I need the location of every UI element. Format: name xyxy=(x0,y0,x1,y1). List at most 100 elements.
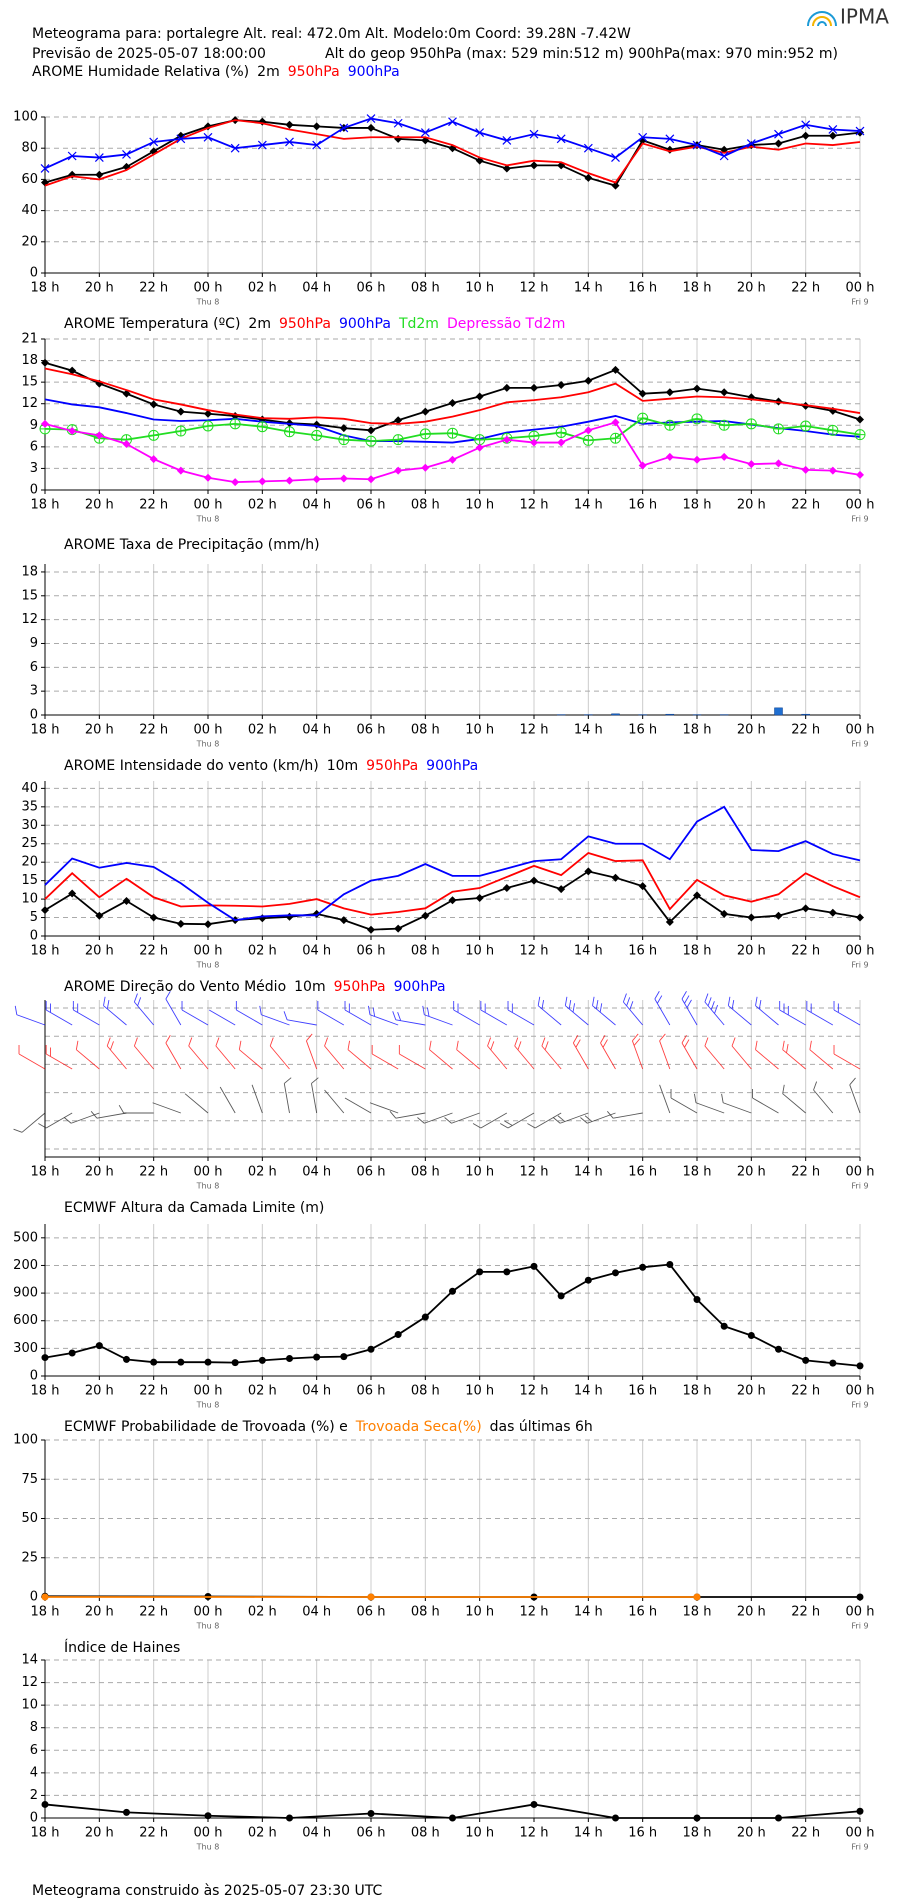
y-tick-label: 20 xyxy=(21,855,38,870)
x-tick-label: 04 h xyxy=(302,944,331,959)
wind-barb xyxy=(305,1033,318,1070)
x-tick-label: 18 h xyxy=(31,1165,60,1180)
chart-title: ECMWF Probabilidade de Trovoada (%) e Tro… xyxy=(64,1419,593,1435)
x-tick-label: 22 h xyxy=(139,1605,168,1620)
y-tick-label: 6 xyxy=(30,660,38,675)
y-tick-label: 15 xyxy=(21,588,38,603)
marker xyxy=(367,475,375,484)
marker xyxy=(284,426,296,438)
x-tick-label: 02 h xyxy=(248,944,277,959)
legend-entry: 900hPa xyxy=(348,64,400,80)
marker xyxy=(774,459,783,468)
marker xyxy=(746,139,756,148)
wind-barb xyxy=(552,1112,589,1124)
title-text: AROME Intensidade do vento (km/h) xyxy=(64,758,319,774)
x-tick-label: 02 h xyxy=(248,723,277,738)
day-label: Fri 9 xyxy=(851,298,868,307)
y-tick-label: 15 xyxy=(21,873,38,888)
marker xyxy=(800,420,812,432)
x-tick-label: 14 h xyxy=(574,281,603,296)
series-line xyxy=(44,119,861,187)
x-tick-label: 20 h xyxy=(85,1605,114,1620)
x-tick-label: 12 h xyxy=(520,281,549,296)
x-tick-label: 10 h xyxy=(465,1384,494,1399)
wind-barb xyxy=(721,1093,752,1114)
x-tick-label: 22 h xyxy=(139,498,168,513)
logo: IPMA xyxy=(840,5,889,29)
wind-barb xyxy=(833,1045,861,1070)
marker xyxy=(802,1356,810,1364)
marker xyxy=(68,366,77,375)
x-tick-label: 00 h xyxy=(846,1165,875,1180)
marker xyxy=(204,920,212,929)
x-tick-label: 18 h xyxy=(683,944,712,959)
wind-barb xyxy=(541,1037,562,1070)
wind-barb xyxy=(106,1037,127,1070)
x-tick-label: 16 h xyxy=(628,1384,657,1399)
y-tick-label: 2 xyxy=(30,1788,38,1803)
y-tick-label: 75 xyxy=(21,1472,38,1487)
marker xyxy=(150,1358,158,1366)
wind-barb xyxy=(564,996,589,1026)
marker xyxy=(285,476,294,485)
marker xyxy=(312,122,321,131)
x-tick-label: 00 h xyxy=(846,1605,875,1620)
marker xyxy=(176,466,185,475)
marker xyxy=(611,365,620,374)
marker xyxy=(801,131,810,140)
marker xyxy=(639,1263,647,1271)
wind-barb xyxy=(472,1112,508,1129)
day-label: Thu 8 xyxy=(196,298,220,307)
marker xyxy=(448,398,457,407)
wind-barb xyxy=(592,996,616,1026)
wind-barb xyxy=(429,1040,453,1070)
marker xyxy=(421,407,430,416)
marker xyxy=(502,435,511,444)
marker xyxy=(122,439,131,448)
marker xyxy=(502,164,511,173)
wind-barb xyxy=(75,1040,100,1070)
x-tick-label: 06 h xyxy=(357,944,386,959)
marker xyxy=(856,470,864,479)
wind-barb xyxy=(208,1009,236,1026)
marker xyxy=(40,164,50,173)
marker xyxy=(149,137,159,147)
wind-barb xyxy=(283,1077,292,1114)
legend-entry: Td2m xyxy=(398,316,439,332)
x-tick-label: 20 h xyxy=(737,1826,766,1841)
x-tick-label: 00 h xyxy=(194,944,223,959)
marker xyxy=(720,1322,728,1330)
title-text: Índice de Haines xyxy=(64,1639,180,1656)
x-tick-label: 22 h xyxy=(139,1384,168,1399)
x-tick-label: 16 h xyxy=(628,1826,657,1841)
marker xyxy=(612,1814,619,1822)
day-label: Thu 8 xyxy=(196,740,220,749)
wind-barb xyxy=(392,1011,426,1026)
marker xyxy=(41,1800,49,1808)
y-tick-label: 0 xyxy=(30,708,38,723)
day-label: Thu 8 xyxy=(196,1401,220,1410)
x-tick-label: 16 h xyxy=(628,1165,657,1180)
series-line xyxy=(44,1263,861,1367)
marker xyxy=(229,418,241,430)
y-tick-label: 3 xyxy=(30,684,38,699)
wind-barb xyxy=(659,1033,671,1070)
marker xyxy=(421,463,430,472)
wind-barb xyxy=(417,1112,453,1124)
x-tick-label: 22 h xyxy=(791,1384,820,1399)
day-label: Thu 8 xyxy=(196,1843,220,1852)
x-tick-label: 22 h xyxy=(791,1605,820,1620)
x-tick-label: 20 h xyxy=(737,944,766,959)
x-tick-label: 08 h xyxy=(411,1826,440,1841)
x-tick-label: 10 h xyxy=(465,498,494,513)
marker xyxy=(611,873,620,882)
wind-barb xyxy=(219,1086,236,1114)
y-tick-label: 10 xyxy=(21,1698,38,1713)
marker xyxy=(530,876,538,885)
y-tick-label: 60 xyxy=(21,172,38,187)
marker xyxy=(555,427,567,438)
marker xyxy=(393,118,403,128)
marker xyxy=(313,1353,321,1361)
marker xyxy=(475,443,484,452)
